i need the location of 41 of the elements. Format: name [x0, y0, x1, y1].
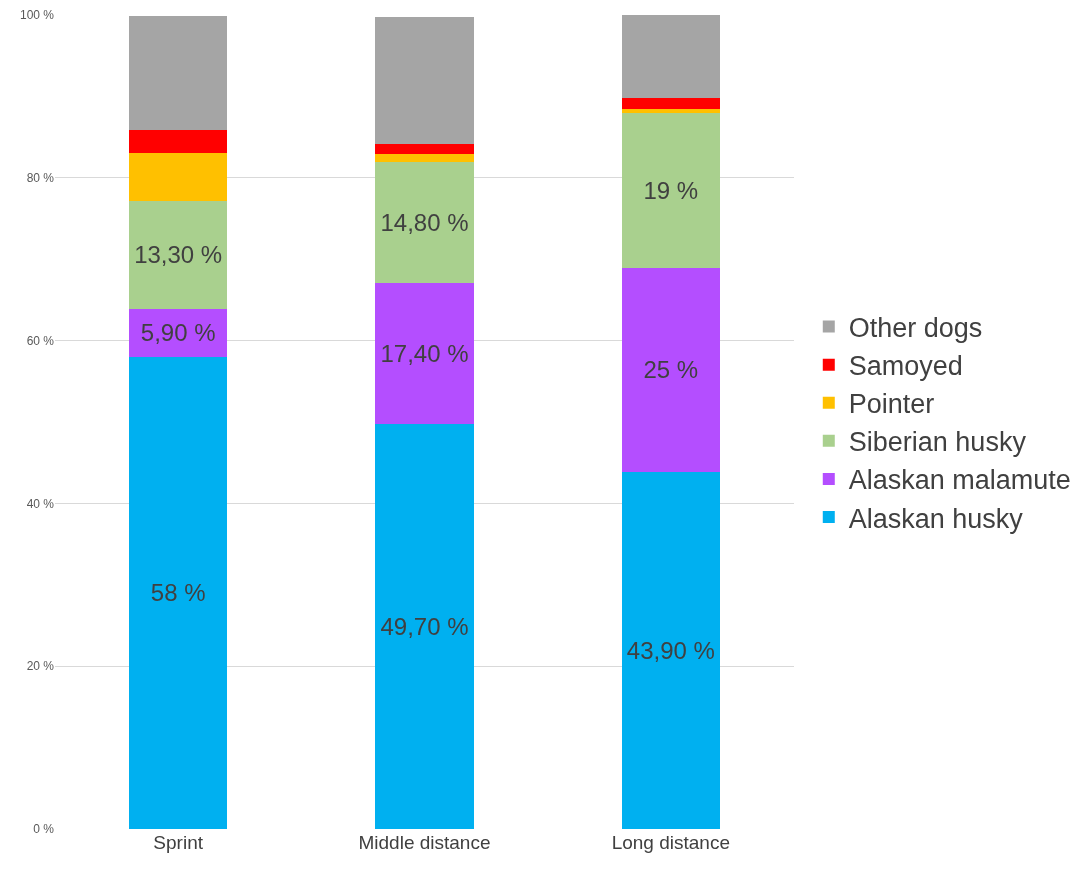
y-tick-label: 0 % — [33, 822, 55, 837]
bar — [375, 143, 474, 155]
data-label: 49,70 % — [380, 613, 469, 641]
legend-label: Alaskan malamute — [848, 465, 1071, 496]
bar — [128, 153, 228, 201]
bar — [375, 424, 474, 829]
bar — [621, 109, 721, 114]
legend-label: Alaskan husky — [848, 503, 1024, 534]
x-tick-label: Sprint — [153, 832, 204, 853]
bar — [128, 15, 228, 130]
y-tick-label: 60 % — [26, 333, 55, 348]
bar — [621, 113, 721, 269]
data-label: 19 % — [643, 177, 699, 205]
bar — [375, 17, 474, 144]
bar — [375, 282, 474, 425]
y-tick-label: 40 % — [26, 496, 55, 511]
data-label: 43,90 % — [626, 636, 715, 664]
y-tick-label: 100 % — [19, 8, 55, 23]
legend-label: Pointer — [848, 389, 935, 420]
bar — [375, 162, 474, 283]
data-label: 5,90 % — [140, 319, 216, 347]
data-label: 58 % — [150, 579, 206, 607]
bar — [621, 268, 721, 472]
legend-label: Samoyed — [848, 351, 963, 382]
data-label: 17,40 % — [380, 340, 469, 368]
bar — [375, 154, 474, 163]
legend-label: Siberian husky — [848, 427, 1027, 458]
bar — [128, 129, 228, 154]
bar — [128, 356, 228, 829]
data-label: 14,80 % — [380, 209, 469, 237]
x-tick-label: Long distance — [611, 832, 730, 853]
bar — [621, 471, 721, 829]
data-label: 25 % — [643, 356, 699, 384]
y-tick-label: 20 % — [26, 659, 55, 674]
bar — [621, 15, 721, 99]
y-tick-label: 80 % — [26, 171, 55, 185]
data-label: 13,30 % — [134, 241, 223, 269]
x-tick-label: Middle distance — [358, 832, 491, 853]
legend-label: Other dogs — [848, 313, 983, 344]
bar — [621, 98, 721, 110]
bar — [128, 200, 228, 309]
